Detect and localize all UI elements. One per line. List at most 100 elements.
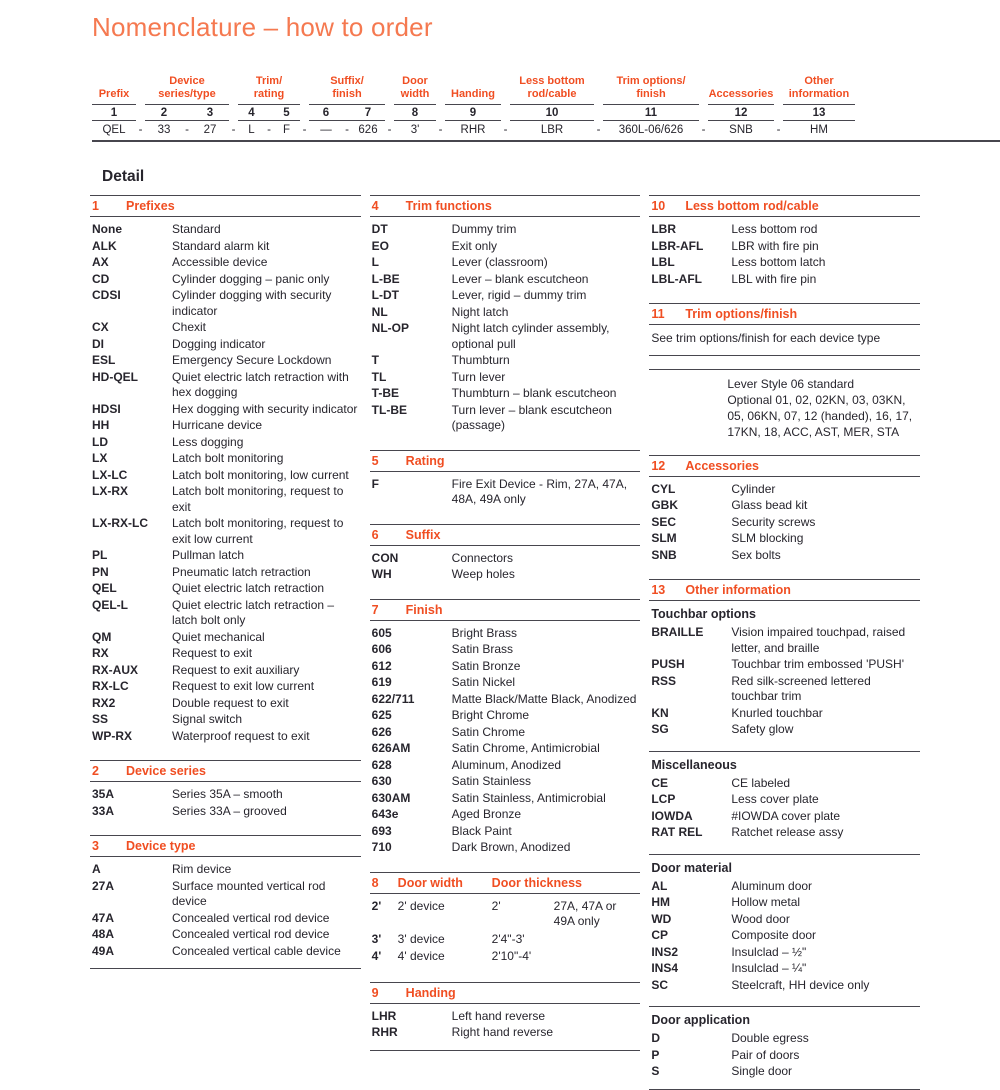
order-group-header: Device series/type <box>145 71 229 105</box>
list-item: L-BE Lever – blank escutcheon <box>370 272 641 288</box>
entry-list: 605 Bright Brass 606 Satin Brass 612 Satin Br… <box>370 621 641 865</box>
list-item: LBR-AFL LBR with fire pin <box>649 239 920 255</box>
order-separator: - <box>501 71 510 139</box>
list-item: P Pair of doors <box>649 1048 920 1064</box>
entry-description: Dark Brown, Anodized <box>451 840 571 854</box>
section-8: 8 Door width Door thickness 2' 2' device 2' 27… <box>369 871 641 975</box>
section-7: 7 Finish 605 Bright Brass 606 Satin Brass 612 S… <box>369 598 641 865</box>
section-11: 11 Trim options/finish See trim options/fi… <box>649 303 921 448</box>
door-note <box>554 932 641 948</box>
section-number: 12 <box>651 458 666 473</box>
entry-code: WH <box>371 567 392 581</box>
section-header: 1 Prefixes <box>90 195 361 217</box>
list-item: RAT REL Ratchet release assy <box>649 825 920 841</box>
lever-style-note: Lever Style 06 standard Optional 01, 02, … <box>649 368 921 448</box>
section-title: Trim functions <box>405 199 492 213</box>
entry-description: Series 33A – grooved <box>172 803 287 818</box>
order-group-header: Door width <box>394 71 436 105</box>
entry-description: Wood door <box>731 911 790 926</box>
entry-code: KN <box>651 705 669 720</box>
section-header: 5 Rating <box>369 449 641 472</box>
entry-description: LBR with fire pin <box>731 238 819 253</box>
entry-description: Request to exit <box>172 646 253 660</box>
entry-code: T <box>371 353 380 367</box>
list-item: 625 Bright Chrome <box>370 708 641 724</box>
entry-code: NL <box>371 304 388 319</box>
separator-spacer <box>136 105 145 121</box>
entry-code: A <box>92 862 101 876</box>
section-number: 9 <box>371 985 379 1000</box>
list-item: PN Pneumatic latch retraction <box>90 565 361 581</box>
section-header: 7 Finish <box>369 598 641 621</box>
order-group-values: SNB <box>708 121 774 139</box>
list-item: None Standard <box>90 222 361 238</box>
list-item: WD Wood door <box>649 912 920 928</box>
subsection: Miscellaneous CE CE labeled LCP Less cover p… <box>649 750 921 850</box>
section-6: 6 Suffix CON Connectors WH Weep holes <box>369 523 641 592</box>
entry-list: LBR Less bottom rod LBR-AFL LBR with fire p… <box>649 217 920 296</box>
door-thickness: 2' <box>491 898 501 913</box>
section-title: Finish <box>405 602 443 617</box>
table-row: 3' 3' device 2'4"-3' <box>370 932 641 948</box>
list-item: RX Request to exit <box>90 646 361 662</box>
separator-spacer <box>229 105 238 121</box>
list-item: SS Signal switch <box>90 712 361 728</box>
list-item: CP Composite door <box>649 928 920 944</box>
entry-description: Satin Nickel <box>451 675 516 689</box>
entry-code: LX <box>92 451 108 465</box>
example-value: 360L-06/626 <box>618 124 684 136</box>
list-item: AL Aluminum door <box>649 879 920 895</box>
section-4: 4 Trim functions DT Dummy trim EO Exit only L L… <box>369 195 641 443</box>
entry-description: Quiet mechanical <box>172 629 265 644</box>
entry-description: Hex dogging with security indicator <box>172 401 358 416</box>
order-dash: - <box>701 124 706 136</box>
entry-code: 612 <box>371 658 392 673</box>
entry-code: 3' <box>371 931 382 946</box>
entry-description: Double egress <box>731 1031 809 1045</box>
list-item: 47A Concealed vertical rod device <box>90 911 361 927</box>
entry-description: Touchbar trim embossed 'PUSH' <box>731 657 904 671</box>
entry-code: 710 <box>371 840 392 854</box>
order-dash: - <box>503 124 508 136</box>
entry-description: Lever (classroom) <box>451 255 548 269</box>
section-title: Device series <box>126 764 206 778</box>
example-value: 3' <box>410 124 420 136</box>
section-title: Rating <box>405 453 445 468</box>
list-item: LD Less dogging <box>90 435 361 451</box>
list-item: 48A Concealed vertical rod device <box>90 927 361 943</box>
position-number: 1 <box>110 106 118 119</box>
entry-code: CE <box>651 775 669 790</box>
note-line: Optional 01, 02, 02KN, 03, 03KN, 05, 06K… <box>727 392 913 439</box>
entry-description: Vision impaired touchpad, raised letter,… <box>731 625 906 655</box>
door-note: 27A, 47A or 49A only <box>553 898 617 929</box>
subsection: Door application D Double egress P Pair of d… <box>649 1006 921 1089</box>
separator-spacer <box>594 105 603 121</box>
entry-description: Surface mounted vertical rod device <box>172 878 326 909</box>
entry-code: 622/711 <box>371 691 415 706</box>
entry-code: LBR <box>651 222 677 236</box>
separator-spacer <box>385 71 394 105</box>
entry-description: Dummy trim <box>451 222 517 236</box>
list-item: LHR Left hand reverse <box>370 1009 641 1025</box>
door-note <box>554 949 641 965</box>
door-width-rows: 2' 2' device 2' 27A, 47A or 49A only 3' 3' de… <box>370 894 641 975</box>
separator-spacer <box>774 105 783 121</box>
order-group-values: RHR <box>445 121 501 139</box>
entry-code: CON <box>371 550 399 565</box>
entry-description: Red silk-screened lettered touchbar trim <box>731 673 871 704</box>
entry-code: 693 <box>371 823 392 838</box>
position-number: 6 <box>322 106 330 119</box>
entry-code: T-BE <box>371 386 400 400</box>
entry-description: Quiet electric latch retraction with hex… <box>172 369 349 400</box>
entry-description: Fire Exit Device - Rim, 27A, 47A, 48A, 4… <box>451 476 628 507</box>
entry-code: EO <box>371 238 390 253</box>
subsection-title: Miscellaneous <box>651 757 737 772</box>
entry-code: AX <box>92 255 109 269</box>
position-number: 7 <box>364 106 372 119</box>
entry-list: D Double egress P Pair of doors S Single door <box>649 1030 920 1089</box>
list-item: 643e Aged Bronze <box>370 807 641 823</box>
entry-code: AL <box>651 878 668 893</box>
order-dash: - <box>345 124 349 136</box>
separator-spacer <box>300 105 309 121</box>
